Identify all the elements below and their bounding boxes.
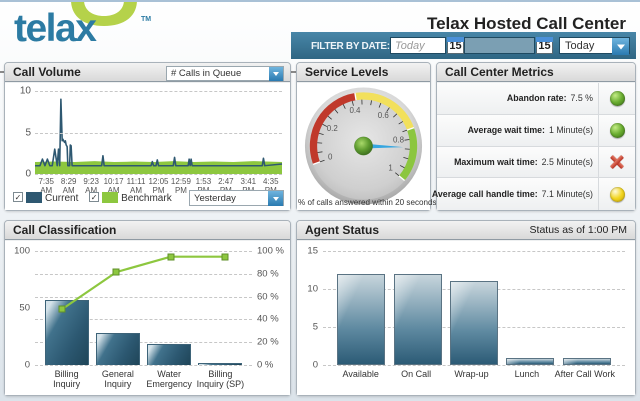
svg-text:0.6: 0.6 [378,111,390,120]
svg-text:TM: TM [141,16,151,23]
svg-text:1: 1 [388,163,393,172]
svg-text:telax: telax [14,7,97,48]
svg-text:0.4: 0.4 [349,106,361,115]
svg-text:0.2: 0.2 [327,124,338,133]
svg-text:0: 0 [328,152,333,161]
svg-text:0.8: 0.8 [393,135,405,144]
